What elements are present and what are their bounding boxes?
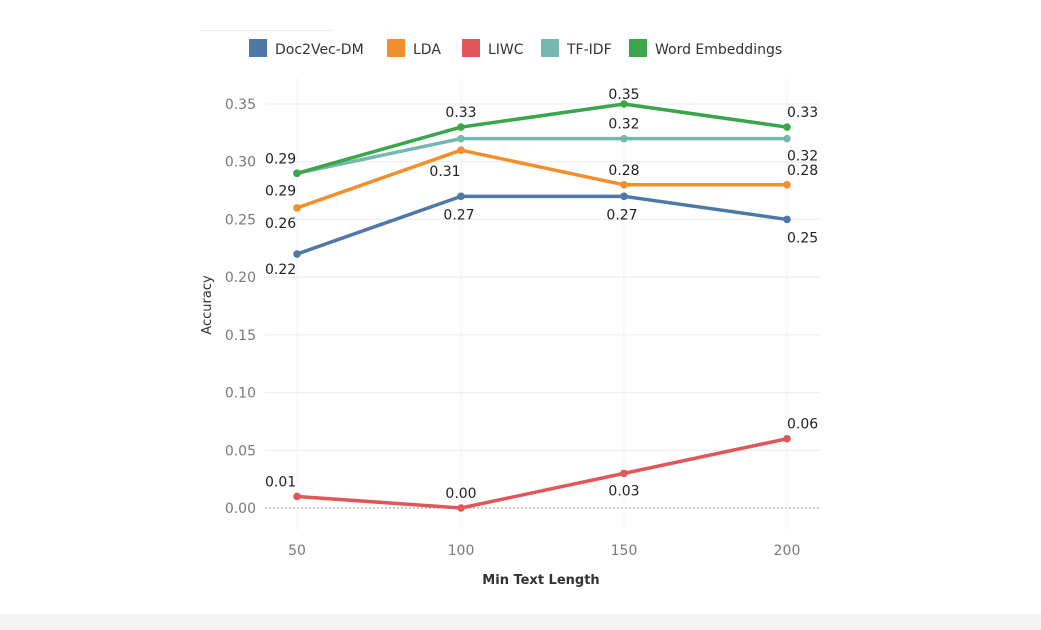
data-labels: 0.22 0.27 0.27 0.25 0.26 0.31 0.28 0.28 0.01 0.00… — [265, 87, 818, 502]
legend-swatch — [387, 39, 405, 57]
data-point — [293, 492, 301, 501]
data-label: 0.31 — [429, 164, 460, 180]
x-axis-ticks: 50 100 150 200 — [288, 543, 800, 559]
y-axis-title: Accuracy — [200, 275, 215, 335]
y-tick-label: 0.25 — [225, 212, 256, 228]
data-label: 0.27 — [443, 207, 474, 223]
y-tick-label: 0.30 — [225, 155, 256, 171]
data-point — [620, 192, 628, 201]
data-point — [783, 181, 791, 189]
legend-swatch — [462, 39, 480, 57]
data-point — [457, 192, 465, 201]
data-label: 0.03 — [608, 483, 639, 499]
x-tick-label: 50 — [288, 543, 306, 559]
legend-label: LIWC — [488, 42, 524, 58]
y-tick-label: 0.00 — [225, 501, 256, 517]
x-tick-label: 200 — [774, 543, 801, 559]
y-tick-label: 0.35 — [225, 97, 256, 113]
data-label: 0.28 — [608, 163, 639, 179]
data-label: 0.29 — [265, 151, 296, 167]
series-line-2 — [295, 436, 789, 510]
data-label: 0.25 — [787, 230, 818, 246]
y-tick-label: 0.05 — [225, 443, 256, 459]
data-label: 0.35 — [608, 87, 639, 103]
data-label: 0.22 — [265, 262, 296, 278]
legend-swatch — [629, 39, 647, 57]
data-point — [457, 146, 465, 154]
y-tick-label: 0.15 — [225, 328, 256, 344]
data-label: 0.26 — [265, 216, 296, 232]
data-point — [620, 134, 628, 143]
legend-label: TF-IDF — [566, 42, 612, 58]
data-label: 0.06 — [787, 417, 818, 433]
legend-label: Doc2Vec-DM — [275, 42, 364, 58]
bottom-band — [0, 614, 1041, 630]
legend: Doc2Vec-DM LDA LIWC TF-IDF Word Embeddings — [249, 39, 782, 58]
data-label: 0.29 — [265, 183, 296, 199]
top-divider — [200, 30, 334, 31]
series-line-4 — [295, 102, 789, 176]
x-tick-label: 100 — [448, 543, 475, 559]
data-point — [457, 123, 465, 131]
data-label: 0.28 — [787, 163, 818, 179]
grid — [265, 78, 820, 530]
data-point — [293, 169, 301, 178]
legend-swatch — [541, 39, 559, 57]
data-label: 0.33 — [445, 105, 476, 121]
legend-swatch — [249, 39, 267, 57]
data-label: 0.33 — [787, 105, 818, 121]
x-tick-label: 150 — [611, 543, 638, 559]
legend-label: LDA — [413, 42, 441, 58]
data-point — [293, 250, 301, 258]
series-line-3 — [295, 136, 789, 176]
data-point — [620, 469, 628, 478]
data-label: 0.32 — [608, 117, 639, 133]
data-label: 0.00 — [445, 486, 476, 502]
data-point — [783, 134, 791, 143]
data-point — [457, 504, 465, 512]
data-point — [620, 181, 628, 189]
y-tick-label: 0.20 — [225, 270, 256, 286]
data-point — [783, 215, 791, 224]
data-point — [783, 434, 791, 443]
series-lines — [295, 102, 789, 510]
series-points — [293, 100, 791, 512]
data-point — [457, 134, 465, 143]
y-tick-label: 0.10 — [225, 386, 256, 402]
data-point — [783, 123, 791, 131]
legend-label: Word Embeddings — [655, 42, 782, 58]
data-label: 0.01 — [265, 474, 296, 490]
data-point — [620, 100, 628, 108]
data-label: 0.32 — [787, 149, 818, 165]
y-axis-ticks: 0.00 0.05 0.10 0.15 0.20 0.25 0.30 0.35 — [225, 97, 256, 517]
data-label: 0.27 — [606, 207, 637, 223]
x-axis-title: Min Text Length — [482, 573, 599, 588]
series-line-0 — [295, 194, 789, 256]
data-point — [293, 204, 301, 212]
series-line-1 — [295, 148, 789, 210]
